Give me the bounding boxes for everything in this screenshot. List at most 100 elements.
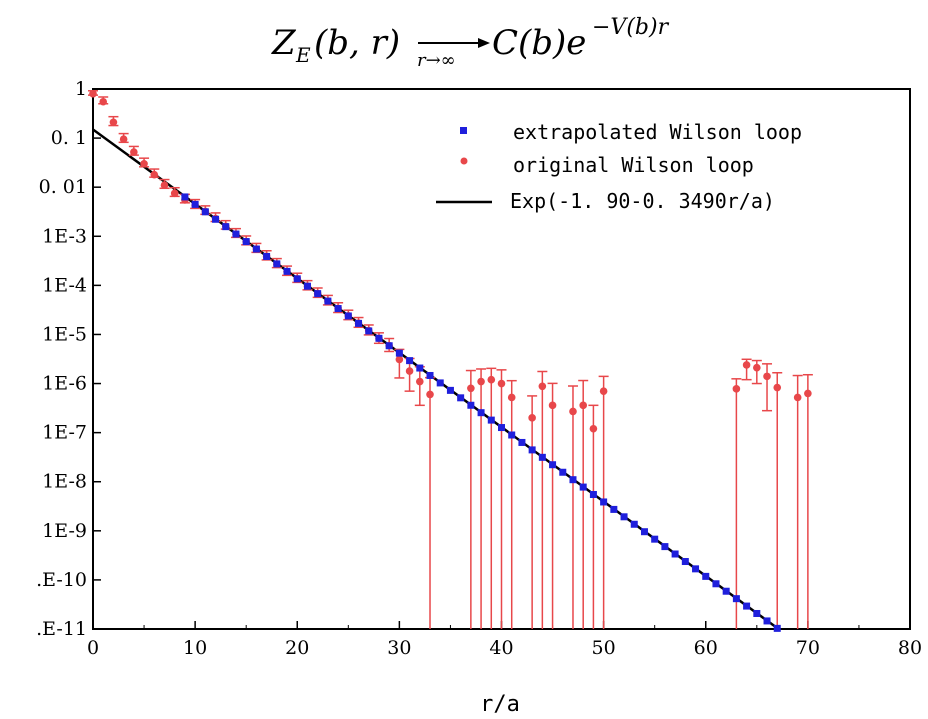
- extrapolated-point: [273, 260, 281, 268]
- formula-limit-sub: r→∞: [417, 50, 456, 71]
- legend-label-fit: Exp(-1. 90-0. 3490r/a): [510, 189, 775, 213]
- original-point: [742, 361, 751, 369]
- extrapolated-point: [702, 572, 710, 580]
- original-point: [395, 355, 404, 364]
- extrapolated-point: [212, 215, 220, 223]
- extrapolated-points-layer: [181, 193, 781, 632]
- extrapolated-point: [732, 595, 740, 603]
- legend-label-original: original Wilson loop: [513, 153, 754, 177]
- formula-lhs: Z: [271, 23, 297, 63]
- extrapolated-point: [528, 446, 536, 454]
- extrapolated-point: [263, 252, 271, 260]
- original-point: [150, 170, 159, 179]
- x-tick-label: 40: [489, 637, 513, 659]
- extrapolated-point: [620, 513, 628, 521]
- original-point: [467, 384, 475, 393]
- y-tick-label: 1E-8: [42, 471, 87, 493]
- extrapolated-point: [344, 312, 352, 320]
- original-point: [763, 372, 771, 381]
- extrapolated-point: [753, 609, 761, 617]
- extrapolated-point: [242, 238, 250, 246]
- extrapolated-point: [763, 617, 771, 625]
- extrapolated-point: [661, 543, 669, 551]
- extrapolated-point: [293, 275, 301, 283]
- x-tick-label: 80: [898, 637, 922, 659]
- original-point: [130, 148, 138, 156]
- extrapolated-point: [191, 200, 199, 208]
- extrapolated-point: [426, 371, 434, 379]
- y-tick-label: .E-10: [36, 569, 87, 591]
- y-axis: 1 0. 1 0. 01 1E-3 1E-4 1E-5 1E-6 1E-7 1E-8 1E-9 .E…: [36, 78, 101, 640]
- extrapolated-point: [498, 424, 505, 432]
- extrapolated-point: [630, 520, 638, 528]
- legend: extrapolated Wilson loop original Wilson…: [436, 120, 802, 213]
- original-point: [793, 393, 802, 402]
- original-point: [99, 97, 108, 106]
- original-point: [773, 383, 782, 392]
- original-point: [426, 390, 434, 399]
- original-point: [589, 424, 598, 433]
- x-tick-label: 60: [694, 637, 718, 659]
- extrapolated-point: [610, 505, 618, 513]
- extrapolated-point: [651, 535, 659, 543]
- original-point: [548, 401, 557, 410]
- extrapolated-point: [406, 357, 414, 365]
- original-point: [89, 89, 97, 98]
- extrapolated-point: [600, 498, 608, 506]
- x-axis: 0 10 20 30 40 50 60 70 80: [87, 621, 922, 659]
- original-point: [507, 393, 516, 402]
- x-tick-label: 30: [387, 637, 411, 659]
- extrapolated-point: [640, 528, 648, 536]
- extrapolated-point: [589, 491, 597, 499]
- original-point: [579, 401, 587, 410]
- original-point: [528, 414, 536, 422]
- extrapolated-point: [487, 416, 495, 424]
- original-point: [538, 382, 547, 391]
- original-point: [753, 363, 761, 372]
- original-point: [405, 367, 414, 375]
- y-tick-label: 1E-5: [42, 323, 87, 345]
- original-point: [109, 118, 118, 127]
- original-point: [487, 375, 496, 384]
- extrapolated-point: [743, 602, 751, 610]
- x-tick-label: 10: [183, 637, 207, 659]
- x-tick-label: 0: [87, 637, 99, 659]
- y-tick-label: 1E-4: [42, 274, 87, 296]
- extrapolated-point: [538, 453, 546, 461]
- formula-lhs-args: (b, r): [314, 23, 400, 63]
- original-point: [497, 379, 506, 388]
- extrapolated-point: [671, 550, 679, 558]
- x-tick-label: 70: [796, 637, 820, 659]
- formula-limit-arrowhead: [478, 38, 490, 48]
- formula-lhs-sub: E: [295, 43, 311, 67]
- extrapolated-point: [467, 401, 475, 409]
- chart-title-formula: Z E (b, r) r→∞ C(b)e −V(b)r: [271, 15, 670, 71]
- original-point: [804, 389, 812, 398]
- extrapolated-point: [252, 245, 260, 253]
- y-tick-label: 0. 1: [51, 127, 87, 149]
- x-tick-label: 50: [592, 637, 616, 659]
- extrapolated-point: [773, 624, 781, 632]
- extrapolated-point: [314, 290, 322, 298]
- extrapolated-point: [722, 587, 730, 595]
- extrapolated-point: [579, 483, 587, 491]
- original-point: [416, 377, 424, 386]
- extrapolated-point: [324, 297, 332, 305]
- extrapolated-point: [518, 438, 526, 446]
- extrapolated-point: [549, 461, 557, 469]
- legend-label-extrapolated: extrapolated Wilson loop: [513, 120, 802, 144]
- original-point: [732, 385, 741, 393]
- extrapolated-point: [334, 305, 342, 313]
- extrapolated-point: [201, 208, 209, 216]
- original-point: [140, 159, 148, 168]
- extrapolated-point: [508, 431, 516, 439]
- extrapolated-point: [436, 379, 444, 387]
- extrapolated-point: [232, 230, 240, 238]
- extrapolated-point: [692, 565, 700, 573]
- error-bars-layer: [88, 90, 813, 629]
- extrapolated-point: [395, 349, 403, 357]
- extrapolated-point: [365, 327, 373, 335]
- extrapolated-point: [303, 282, 311, 290]
- formula-rhs: C(b)e: [492, 23, 586, 63]
